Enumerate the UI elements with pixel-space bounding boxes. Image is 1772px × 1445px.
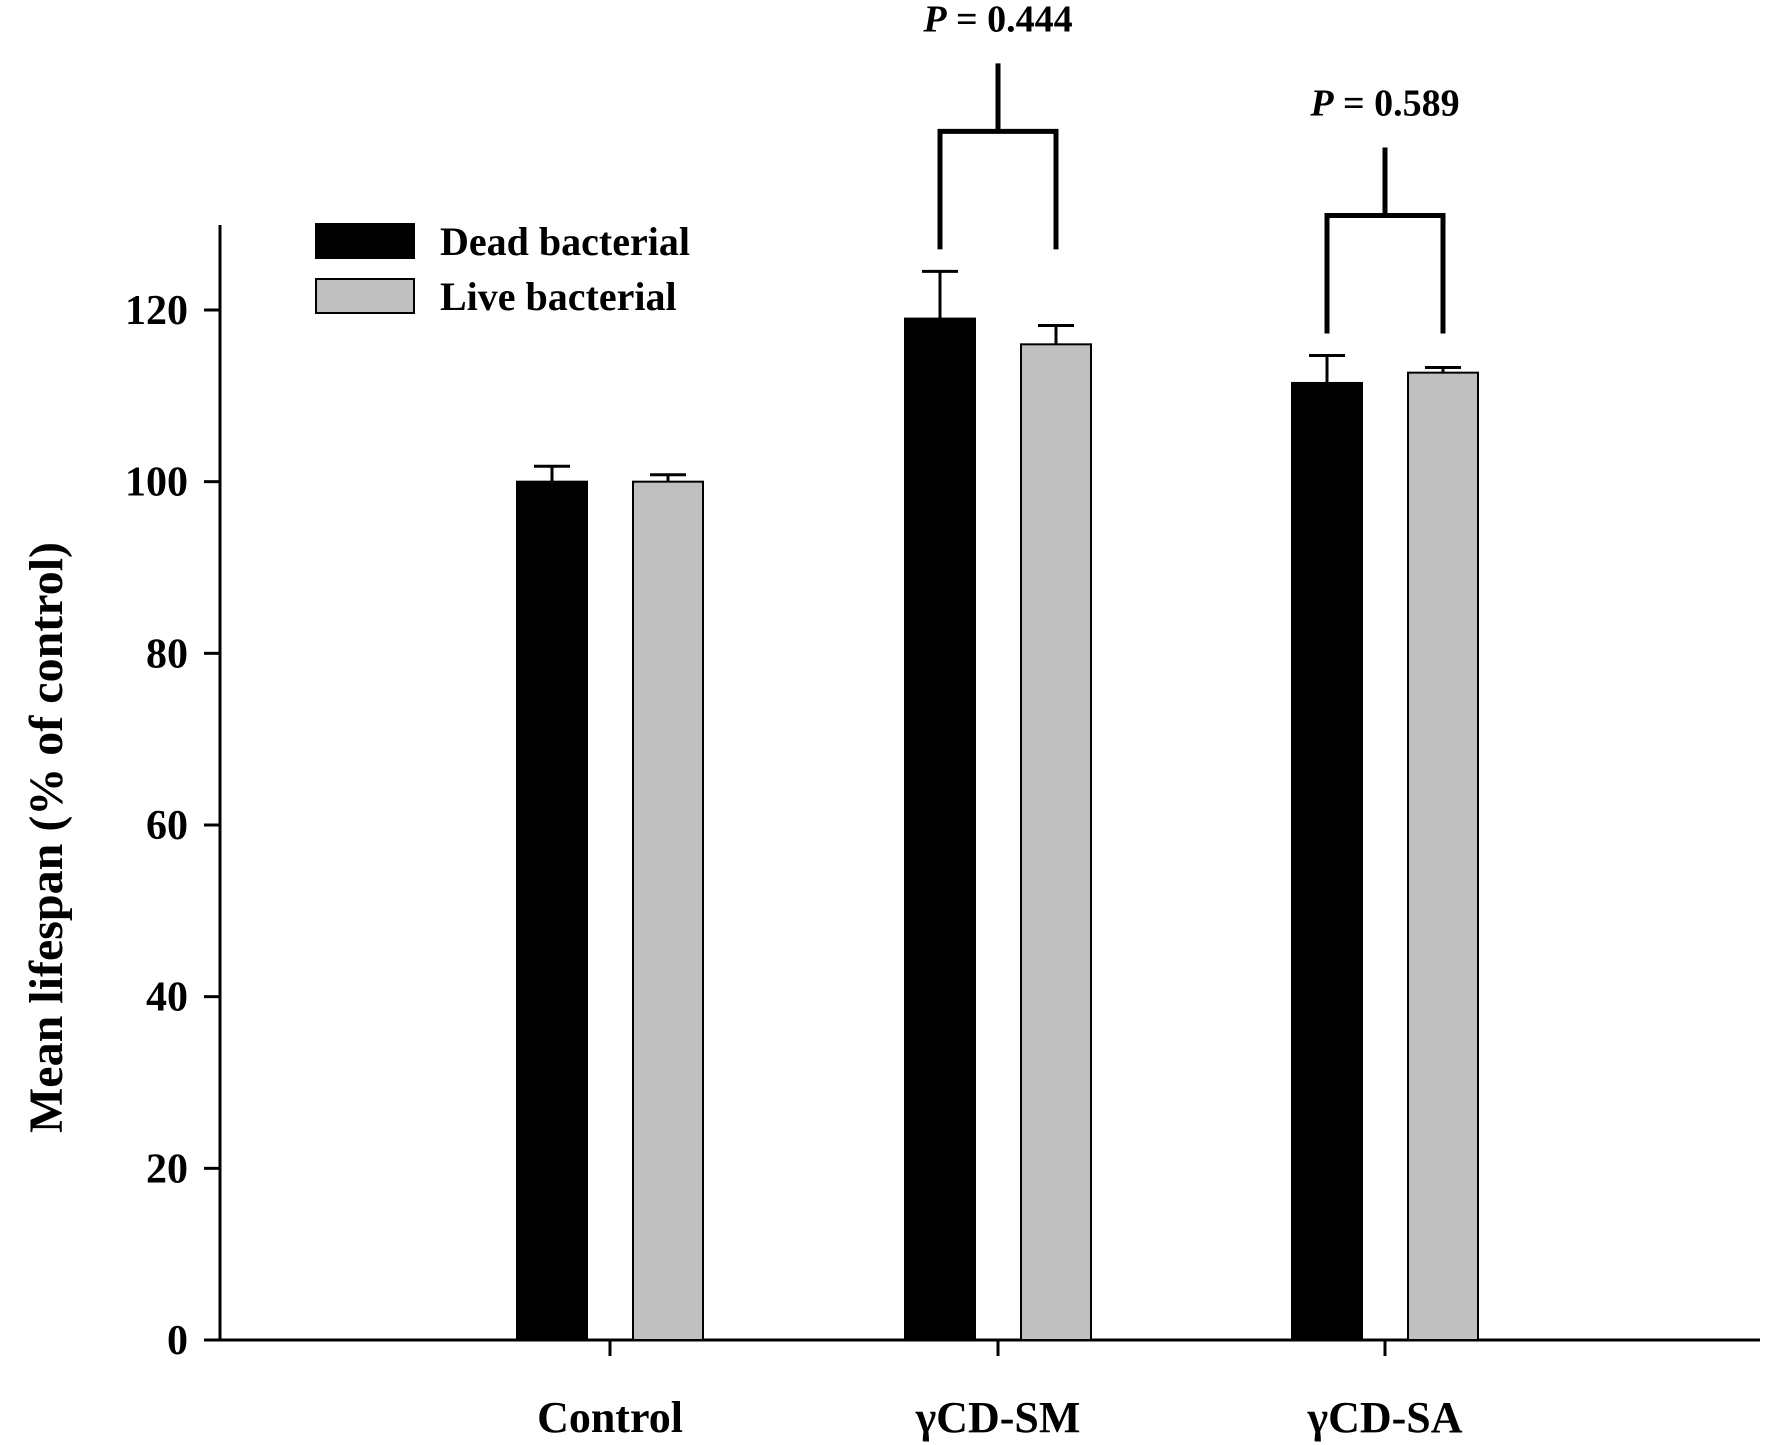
y-tick-label-120: 120 <box>125 288 188 334</box>
p-value-label-2: P = 0.589 <box>1309 82 1459 124</box>
p-value-label-1: P = 0.444 <box>922 0 1072 40</box>
y-tick-label-100: 100 <box>125 460 188 506</box>
legend: Dead bacterial Live bacterial <box>315 219 690 319</box>
bars <box>516 317 1479 1342</box>
x-ticks: Control γCD-SM γCD-SA <box>537 1340 1463 1442</box>
bar-dead-bacterial-3 <box>1291 381 1363 1342</box>
bar-live-bacterial-2 <box>1020 343 1092 1342</box>
bracket-line-2 <box>1324 212 1446 334</box>
y-tick-label-40: 40 <box>146 975 188 1021</box>
legend-label-live-bacterial: Live bacterial <box>440 274 677 319</box>
x-tick-label-cd-sa: γCD-SA <box>1306 1393 1462 1442</box>
x-tick-label-cd-sm: γCD-SM <box>915 1393 1081 1442</box>
bracket-2: P = 0.589 <box>1309 82 1460 334</box>
bar-dead-bacterial-1 <box>516 480 588 1341</box>
error-bars <box>534 269 1461 482</box>
y-axis-label: Mean lifespan (% of control) <box>20 542 73 1133</box>
y-tick-label-20: 20 <box>146 1146 188 1192</box>
x-tick-label-control: Control <box>537 1393 683 1442</box>
legend-swatch-live-bacterial <box>315 278 415 314</box>
y-tick-label-80: 80 <box>146 631 188 677</box>
y-tick-label-60: 60 <box>146 803 188 849</box>
legend-swatch-dead-bacterial <box>315 223 415 259</box>
bar-dead-bacterial-2 <box>904 317 976 1342</box>
significance-brackets: P = 0.444 P = 0.589 <box>922 0 1460 334</box>
legend-label-dead-bacterial: Dead bacterial <box>440 219 690 264</box>
y-tick-label-0: 0 <box>167 1318 188 1364</box>
axes <box>204 225 1760 1342</box>
y-ticks: 0 20 40 60 80 100 120 <box>125 288 220 1364</box>
bar-live-bacterial-3 <box>1407 371 1479 1341</box>
bracket-line-1 <box>937 128 1059 250</box>
bracket-1: P = 0.444 <box>922 0 1073 250</box>
bar-live-bacterial-1 <box>632 480 704 1341</box>
